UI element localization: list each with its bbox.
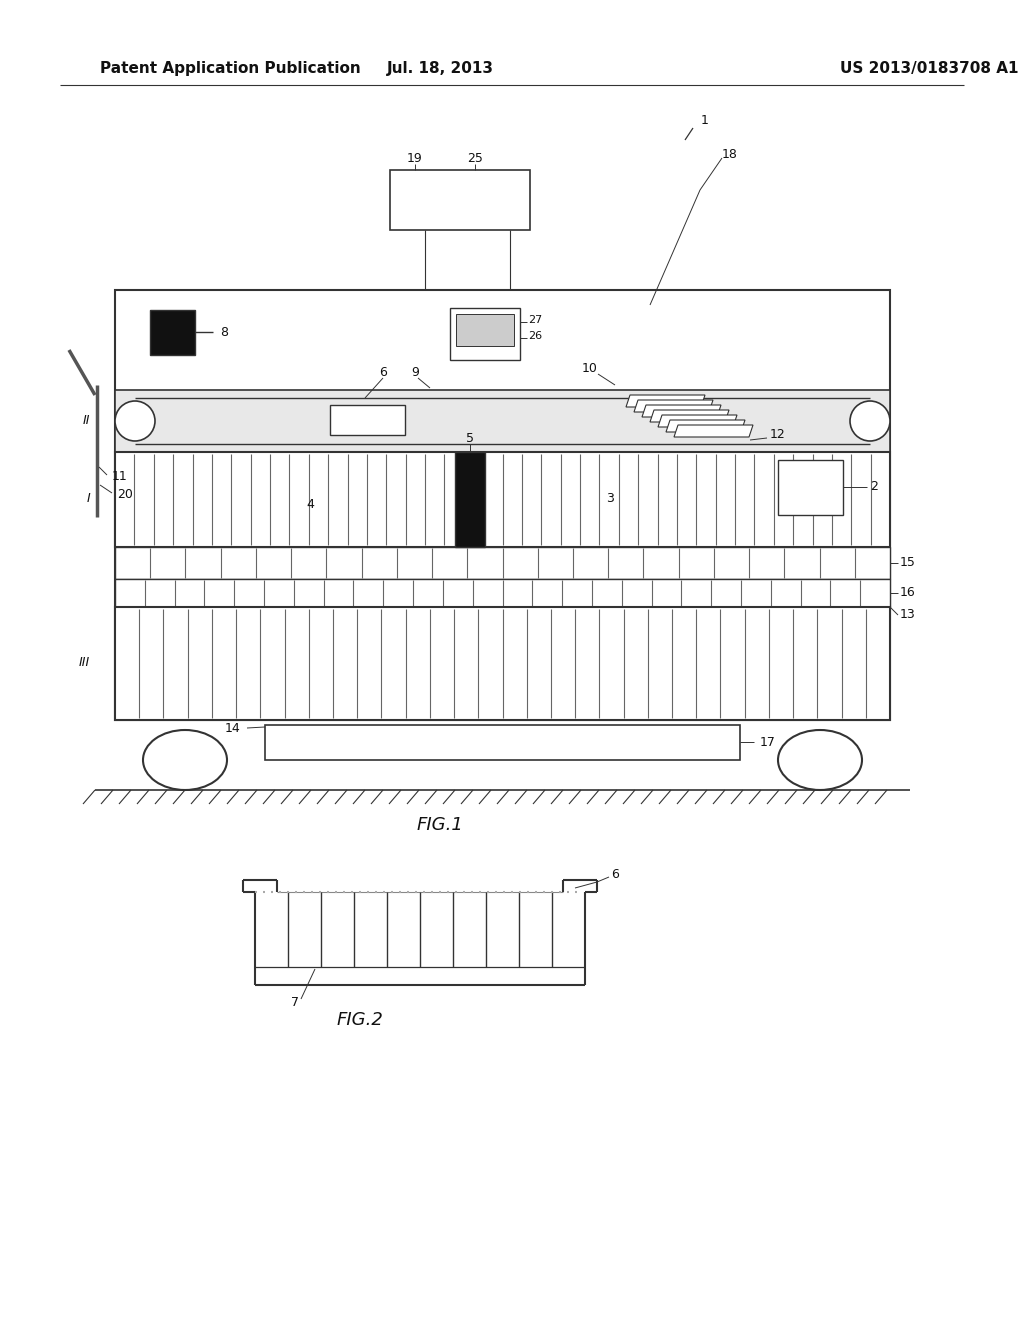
Text: 6: 6 <box>379 366 387 379</box>
Bar <box>265 725 740 760</box>
Bar <box>456 314 514 346</box>
Text: 19: 19 <box>408 152 423 165</box>
Text: 25: 25 <box>467 152 483 165</box>
Bar <box>115 546 890 579</box>
Text: 13: 13 <box>900 609 915 622</box>
Polygon shape <box>634 400 713 412</box>
Bar <box>115 607 890 719</box>
Ellipse shape <box>143 730 227 789</box>
Text: 16: 16 <box>900 586 915 599</box>
Bar <box>330 405 406 436</box>
Text: 18: 18 <box>722 149 738 161</box>
Text: US 2013/0183708 A1: US 2013/0183708 A1 <box>840 61 1019 75</box>
Bar <box>115 389 890 451</box>
Bar <box>115 451 890 546</box>
Polygon shape <box>626 395 705 407</box>
Text: II: II <box>83 414 90 428</box>
Bar <box>455 451 485 546</box>
Text: 2: 2 <box>870 480 878 494</box>
Text: Jul. 18, 2013: Jul. 18, 2013 <box>386 61 494 75</box>
Text: Patent Application Publication: Patent Application Publication <box>100 61 360 75</box>
Bar <box>150 310 195 355</box>
Text: 15: 15 <box>900 557 915 569</box>
Polygon shape <box>666 420 745 432</box>
Text: 7: 7 <box>291 997 299 1010</box>
Text: FIG.1: FIG.1 <box>417 816 464 834</box>
Text: 12: 12 <box>770 429 785 441</box>
Text: 4: 4 <box>306 498 314 511</box>
Text: 11: 11 <box>112 470 128 483</box>
Polygon shape <box>674 425 753 437</box>
Text: 10: 10 <box>582 362 598 375</box>
Circle shape <box>115 401 155 441</box>
Ellipse shape <box>778 730 862 789</box>
Text: 3: 3 <box>606 492 614 506</box>
Text: I: I <box>86 492 90 506</box>
Circle shape <box>850 401 890 441</box>
Text: 27: 27 <box>528 315 543 325</box>
Text: 20: 20 <box>117 488 133 502</box>
Text: 17: 17 <box>760 735 776 748</box>
Text: 9: 9 <box>411 366 419 379</box>
Bar <box>778 459 843 515</box>
Text: FIG.2: FIG.2 <box>337 1011 383 1030</box>
Text: 6: 6 <box>611 869 618 882</box>
Polygon shape <box>642 405 721 417</box>
Text: 1: 1 <box>701 114 709 127</box>
Bar <box>115 579 890 607</box>
Text: 5: 5 <box>466 432 474 445</box>
Text: III: III <box>79 656 90 669</box>
Text: 26: 26 <box>528 331 542 341</box>
Bar <box>450 308 520 360</box>
Polygon shape <box>650 411 729 422</box>
Bar <box>115 290 890 719</box>
Bar <box>390 170 530 230</box>
Text: 14: 14 <box>224 722 240 734</box>
Polygon shape <box>658 414 737 426</box>
Text: 8: 8 <box>220 326 228 338</box>
